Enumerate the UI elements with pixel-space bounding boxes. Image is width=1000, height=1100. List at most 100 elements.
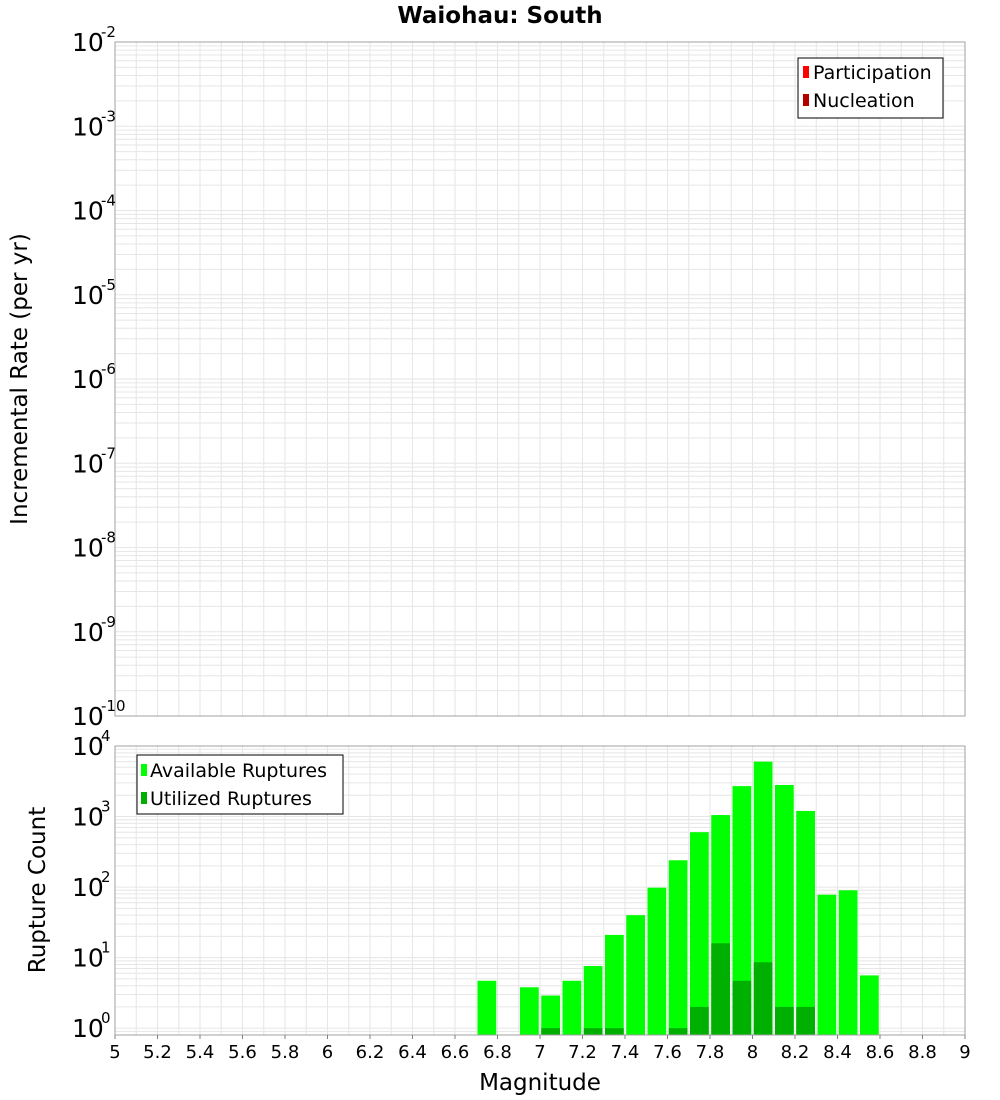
rate-legend-box	[797, 57, 944, 119]
y-tick-exponent: -8	[101, 529, 116, 547]
y-tick-label: 10-8	[72, 529, 116, 563]
y-tick-label: 101	[72, 939, 111, 973]
chart-title: Waiohau: South	[397, 3, 602, 29]
x-tick-label: 8.8	[908, 1042, 937, 1063]
x-tick-label: 7.4	[611, 1042, 640, 1063]
x-tick-label: 5.6	[228, 1042, 257, 1063]
utilized-ruptures-bar	[796, 1006, 815, 1035]
available-ruptures-bar	[775, 784, 794, 1035]
y-tick-exponent: -4	[101, 192, 116, 210]
available-ruptures-bar	[647, 887, 667, 1035]
x-tick-label: 6.4	[398, 1042, 427, 1063]
available-ruptures-bar	[605, 934, 624, 1035]
utilized-ruptures-bar	[690, 1006, 709, 1035]
y-tick-exponent: 4	[101, 727, 111, 745]
available-ruptures-bar	[668, 860, 688, 1035]
y-tick-exponent: -10	[101, 697, 126, 715]
y-tick-label: 10-3	[72, 107, 116, 141]
count-legend-box	[136, 754, 344, 815]
available-ruptures-bar	[860, 975, 879, 1035]
y-tick-base: 10	[72, 873, 104, 902]
y-tick-exponent: 2	[101, 868, 111, 886]
available-ruptures-bar	[583, 966, 603, 1035]
utilized-ruptures-bar	[668, 1028, 688, 1035]
y-tick-base: 10	[72, 732, 104, 761]
y-tick-base: 10	[72, 944, 104, 973]
x-tick-label: 5.4	[186, 1042, 215, 1063]
utilized-ruptures-bar	[711, 943, 730, 1035]
y-tick-label: 103	[72, 798, 111, 832]
y-tick-base: 10	[72, 449, 104, 478]
rate-y-axis-label: Incremental Rate (per yr)	[7, 233, 33, 525]
x-tick-label: 5.2	[143, 1042, 172, 1063]
rate-legend: Participation Nucleation	[797, 57, 944, 119]
available-ruptures-bar	[520, 987, 539, 1035]
y-tick-base: 10	[72, 618, 104, 647]
available-legend-label: Available Ruptures	[150, 760, 327, 782]
y-tick-label: 10-2	[72, 23, 116, 57]
x-tick-label: 9	[959, 1042, 970, 1063]
utilized-legend-swatch	[141, 792, 147, 804]
y-tick-exponent: -5	[101, 276, 116, 294]
count-y-axis-label: Rupture Count	[25, 807, 51, 973]
available-ruptures-bar	[541, 995, 560, 1035]
y-tick-exponent: 0	[101, 1009, 111, 1027]
y-tick-exponent: -7	[101, 444, 116, 462]
y-tick-base: 10	[72, 702, 104, 731]
available-ruptures-bar	[796, 810, 815, 1035]
utilized-ruptures-bar	[583, 1028, 603, 1035]
count-bars	[477, 761, 879, 1035]
x-tick-label: 5	[109, 1042, 120, 1063]
participation-legend-swatch	[803, 66, 809, 78]
nucleation-legend-swatch	[803, 94, 809, 106]
y-tick-exponent: -9	[101, 613, 116, 631]
rate-grid	[115, 41, 965, 717]
y-tick-label: 10-7	[72, 444, 116, 478]
y-tick-base: 10	[72, 112, 104, 141]
y-tick-label: 10-4	[72, 192, 116, 226]
y-tick-exponent: -6	[101, 360, 116, 378]
y-tick-base: 10	[72, 1014, 104, 1043]
y-tick-base: 10	[72, 365, 104, 394]
available-legend-swatch	[141, 764, 147, 776]
x-tick-label: 5.8	[271, 1042, 300, 1063]
x-tick-label: 6.6	[441, 1042, 470, 1063]
y-tick-base: 10	[72, 534, 104, 563]
x-tick-label: 8.6	[866, 1042, 895, 1063]
available-ruptures-bar	[690, 832, 709, 1035]
available-ruptures-bar	[562, 980, 582, 1035]
count-legend: Available Ruptures Utilized Ruptures	[136, 754, 344, 815]
available-ruptures-bar	[838, 890, 858, 1035]
x-tick-label: 7.8	[696, 1042, 725, 1063]
utilized-legend-label: Utilized Ruptures	[150, 788, 312, 810]
y-tick-exponent: 3	[101, 798, 111, 816]
nucleation-legend-label: Nucleation	[813, 90, 915, 112]
x-tick-label: 8.2	[781, 1042, 810, 1063]
utilized-ruptures-bar	[605, 1028, 624, 1035]
y-tick-label: 102	[72, 868, 111, 902]
utilized-ruptures-bar	[541, 1028, 560, 1035]
y-tick-label: 10-9	[72, 613, 116, 647]
y-tick-label: 100	[72, 1009, 111, 1043]
y-tick-exponent: 1	[101, 939, 111, 957]
rate-plot-border	[114, 41, 966, 717]
y-tick-base: 10	[72, 28, 104, 57]
y-tick-label: 10-6	[72, 360, 116, 394]
utilized-ruptures-bar	[732, 980, 752, 1035]
y-tick-label: 10-10	[72, 697, 126, 731]
utilized-ruptures-bar	[775, 1006, 794, 1035]
x-ticks: 5 5.2 5.4 5.6 5.8 6 6.2 6.4 6.6 6.8 7 7.2 7.4 7.6 7.8 8…	[109, 1035, 971, 1063]
available-ruptures-bar	[477, 980, 497, 1035]
y-tick-label: 104	[72, 727, 111, 761]
x-tick-label: 7.2	[568, 1042, 597, 1063]
x-tick-label: 6.2	[356, 1042, 385, 1063]
x-tick-label: 6	[322, 1042, 333, 1063]
x-tick-label: 7.6	[653, 1042, 682, 1063]
y-tick-base: 10	[72, 281, 104, 310]
utilized-ruptures-bar	[753, 962, 773, 1035]
